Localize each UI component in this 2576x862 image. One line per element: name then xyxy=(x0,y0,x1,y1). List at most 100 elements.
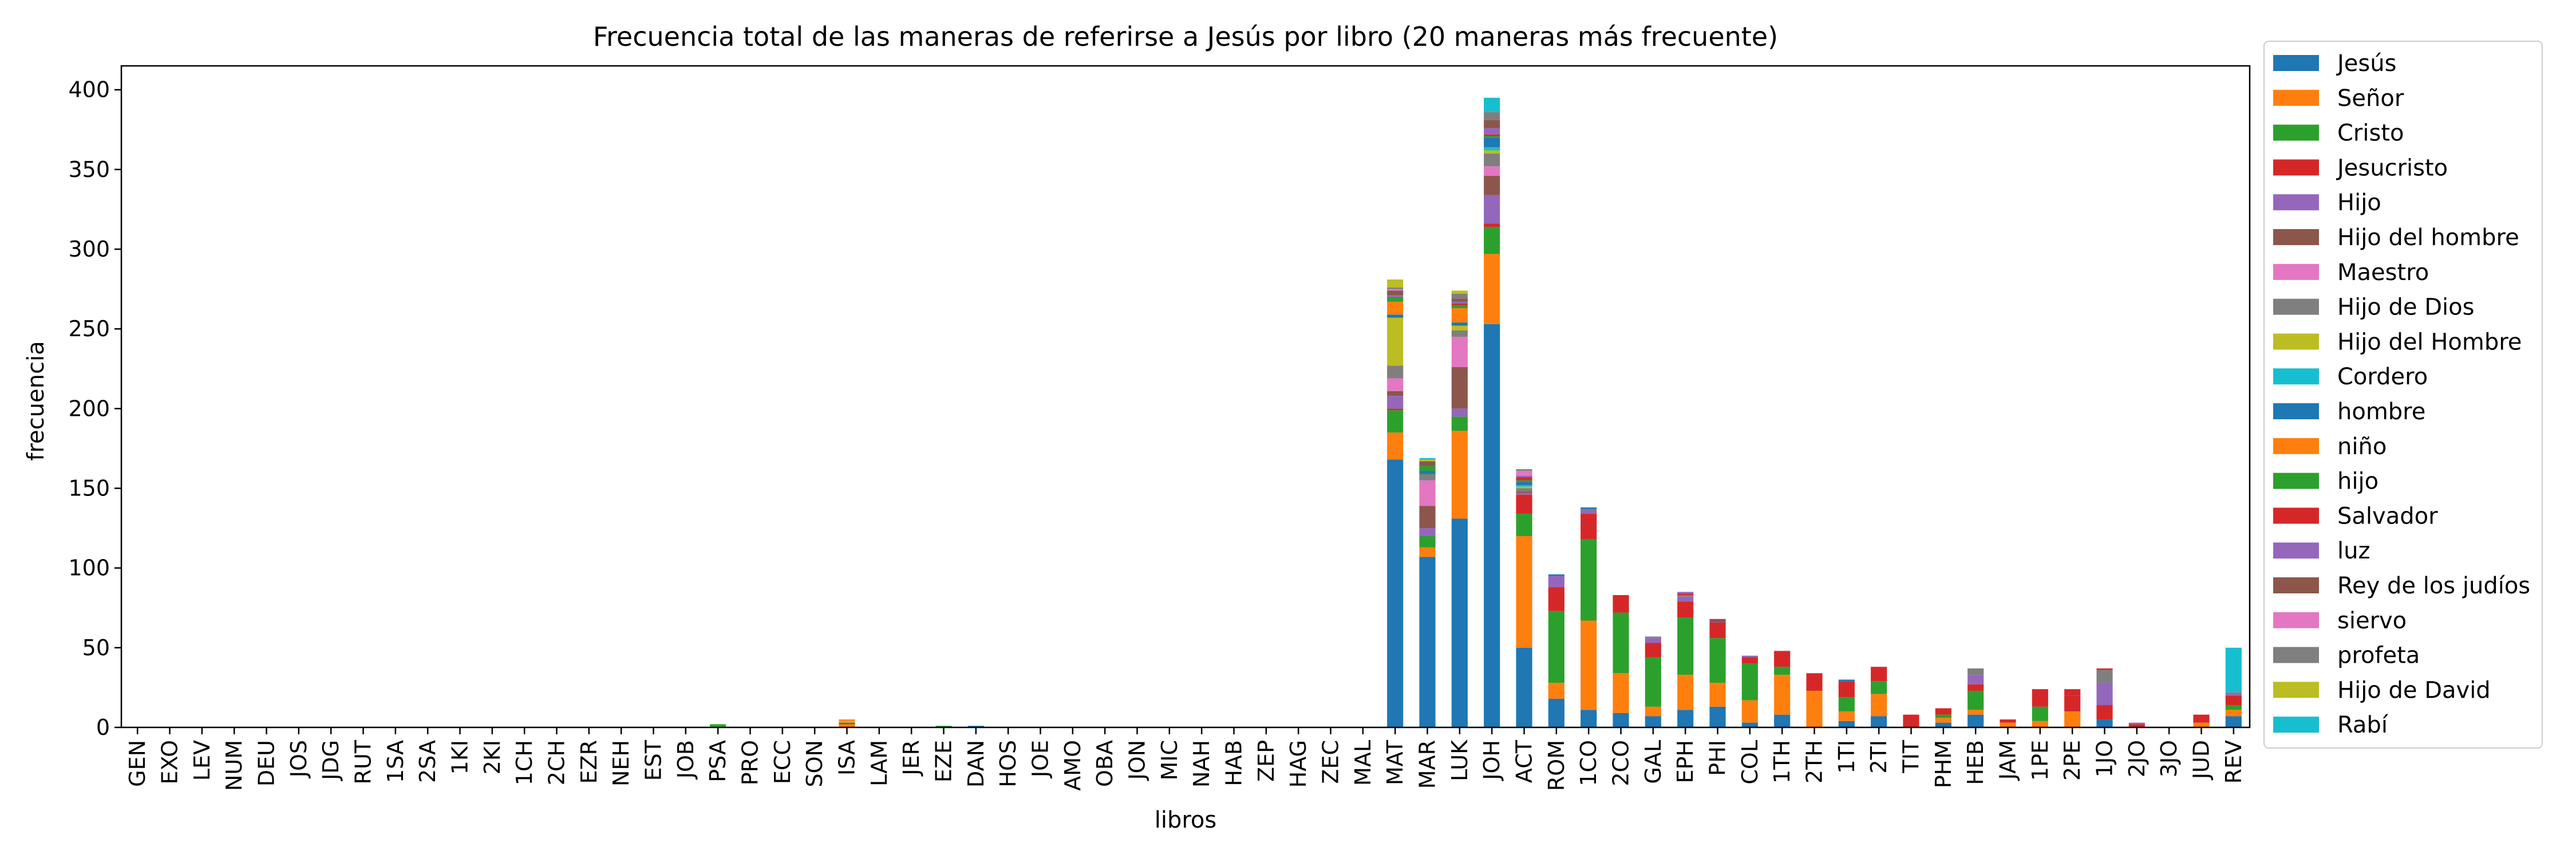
bar-segment xyxy=(1451,305,1468,309)
x-tick-label: 2TH xyxy=(1802,740,1827,784)
x-tick-label: DEU xyxy=(254,740,279,786)
bar-segment xyxy=(1484,120,1500,128)
bar-segment xyxy=(1935,718,1951,723)
x-tick-label: JAM xyxy=(1996,740,2021,781)
bar-segment xyxy=(1451,431,1468,519)
bar-segment xyxy=(1516,494,1532,514)
bar-segment xyxy=(1548,576,1564,588)
x-tick-label: NEH xyxy=(609,740,634,786)
x-tick-label: JDG xyxy=(318,740,343,781)
bar-segment xyxy=(1806,690,1823,727)
legend-swatch xyxy=(2273,194,2319,211)
bar-segment xyxy=(1419,459,1436,462)
bar-segment xyxy=(1451,303,1468,305)
bar-segment xyxy=(1516,491,1532,493)
legend-swatch xyxy=(2273,403,2319,419)
bar-segment xyxy=(1516,486,1532,489)
chart-title: Frecuencia total de las maneras de refer… xyxy=(593,21,1778,52)
bar-segment xyxy=(1548,587,1564,611)
bar-segment xyxy=(1387,317,1404,366)
bar-segment xyxy=(1484,254,1500,324)
legend-swatch xyxy=(2273,647,2319,663)
bar-segment xyxy=(1709,622,1726,639)
bar-segment xyxy=(2032,706,2048,721)
x-tick-label: ACT xyxy=(1512,739,1537,783)
legend-label: Salvador xyxy=(2337,503,2438,529)
bar-segment xyxy=(2000,722,2016,727)
legend-swatch xyxy=(2273,298,2319,315)
bar-segment xyxy=(1903,714,1919,727)
x-tick-label: PHM xyxy=(1931,740,1956,788)
x-tick-label: SON xyxy=(802,740,827,787)
bar-segment xyxy=(2225,647,2242,692)
legend-swatch xyxy=(2273,577,2319,593)
x-tick-label: ROM xyxy=(1544,740,1569,791)
bar-segment xyxy=(2064,689,2081,696)
x-tick-label: JUD xyxy=(2189,740,2214,780)
bar-segment xyxy=(1451,367,1468,409)
bar-segment xyxy=(1516,647,1532,727)
legend-label: Hijo xyxy=(2337,190,2381,216)
x-tick-label: HAG xyxy=(1286,740,1311,788)
bar-segment xyxy=(1838,697,1855,712)
x-tick-label: MIC xyxy=(1157,740,1182,781)
bar-segment xyxy=(839,721,855,723)
bar-segment xyxy=(1741,657,1758,664)
bar-segment xyxy=(1516,475,1532,478)
bar-segment xyxy=(1548,698,1564,727)
bar-segment xyxy=(1451,325,1468,330)
legend-swatch xyxy=(2273,159,2319,176)
bar-segment xyxy=(1484,136,1500,138)
x-tick-label: 1KI xyxy=(448,740,473,774)
bar-segment xyxy=(1451,322,1468,326)
y-tick-label: 250 xyxy=(68,316,110,341)
y-tick-label: 150 xyxy=(68,476,110,501)
bar-segment xyxy=(1548,683,1564,699)
x-tick-label: LAM xyxy=(867,740,892,786)
plot-area-frame xyxy=(120,65,2251,729)
bar-segment xyxy=(1387,459,1404,727)
bar-segment xyxy=(1581,514,1597,540)
x-tick-label: 3JO xyxy=(2156,740,2182,777)
x-tick-label: EZR xyxy=(576,740,602,784)
x-tick-label: ISA xyxy=(835,740,860,776)
legend: Jesús Señor Cristo Jesucristo Hijo Hijo del h… xyxy=(2263,41,2543,749)
bar-segment xyxy=(1967,690,1984,710)
bar-segment xyxy=(1677,593,1694,595)
bar-segment xyxy=(2096,683,2113,706)
x-tick-label: EZE xyxy=(931,740,957,782)
x-tick-label: EPH xyxy=(1673,740,1698,784)
x-tick-label: 1TI xyxy=(1834,740,1859,774)
bar-segment xyxy=(2225,694,2242,696)
bar-segment xyxy=(1484,227,1500,254)
legend-label: Jesús xyxy=(2336,50,2396,77)
bar-segment xyxy=(1709,683,1726,707)
bar-segment xyxy=(1387,287,1404,289)
x-tick-label: EST xyxy=(641,739,666,781)
x-tick-label: JON xyxy=(1125,740,1150,781)
bar-segment xyxy=(1451,308,1468,323)
legend-swatch xyxy=(2273,612,2319,628)
legend-swatch xyxy=(2273,682,2319,698)
x-tick-label: JOB xyxy=(673,740,698,780)
bar-segment xyxy=(1484,166,1500,176)
bar-segment xyxy=(1516,493,1532,495)
bar-segment xyxy=(2225,695,2242,706)
bar-segment xyxy=(1838,711,1855,721)
bar-segment xyxy=(1451,293,1468,299)
x-tick-label: TIT xyxy=(1899,739,1924,773)
legend-label: Rey de los judíos xyxy=(2337,573,2530,599)
bar-segment xyxy=(839,722,855,725)
bar-segment xyxy=(1741,655,1758,658)
bar-segment xyxy=(2193,714,2210,723)
bar-segment xyxy=(1967,675,1984,684)
bar-segment xyxy=(1419,480,1436,506)
x-tick-label: 2PE xyxy=(2060,740,2085,781)
bar-segment xyxy=(1451,298,1468,302)
bar-segment xyxy=(1967,710,1984,715)
bar-segment xyxy=(1581,509,1597,511)
legend-label: Señor xyxy=(2337,85,2404,112)
bar-segment xyxy=(2032,689,2048,707)
bar-segment xyxy=(1484,97,1500,112)
bar-segment xyxy=(1484,176,1500,195)
